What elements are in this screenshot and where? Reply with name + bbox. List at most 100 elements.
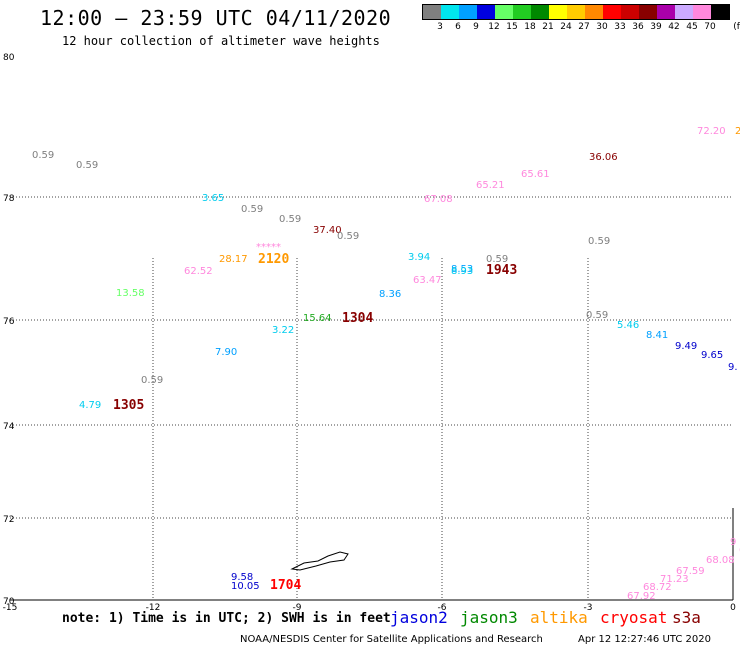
latitude-tick-label: 72 <box>3 515 14 525</box>
longitude-tick-label: -9 <box>293 603 302 613</box>
legend-swatch <box>639 5 657 19</box>
legend-tick-label: 70 <box>704 22 716 32</box>
map-subtitle: 12 hour collection of altimeter wave hei… <box>62 34 380 48</box>
wave-height-label: 13.58 <box>116 288 145 299</box>
wave-height-label: 8.36 <box>379 289 401 300</box>
legend-tick-label: 39 <box>650 22 662 32</box>
wave-height-label: 68.72 <box>643 582 672 593</box>
legend-tick-label: 12 <box>488 22 500 32</box>
wave-height-label: 67.59 <box>676 566 705 577</box>
wave-height-label: 10.05 <box>231 581 260 592</box>
legend-swatch <box>603 5 621 19</box>
map-grid <box>10 196 734 601</box>
wave-height-label: 8.41 <box>646 330 668 341</box>
latitude-tick-label: 76 <box>3 317 15 327</box>
longitude-tick-label: -3 <box>584 603 593 613</box>
wave-height-label: 0.59 <box>588 236 610 247</box>
pass-time-labels: 2120 1943 1304 1305 1704 <box>113 252 517 593</box>
wave-height-label: 67.92 <box>627 591 656 602</box>
legend-tick-label: 24 <box>560 22 572 32</box>
wave-height-label: 3.22 <box>272 325 294 336</box>
axis-ticks: 80 78 76 74 72 70-15 -12 -9 -6 -3 0 <box>3 53 736 613</box>
legend-tick-label: 45 <box>686 22 698 32</box>
pass-time-label: 1704 <box>270 578 301 593</box>
legend-tick-label: 21 <box>542 22 554 32</box>
wave-height-label: ***** <box>256 242 281 253</box>
legend-swatch <box>585 5 603 19</box>
wave-height-label: 3.94 <box>408 252 430 263</box>
wave-height-label: 36.06 <box>589 152 618 163</box>
satellite-cryosat-label: cryosat <box>600 608 668 627</box>
wave-height-label: 0.59 <box>241 204 263 215</box>
wave-height-label: 0.59 <box>586 310 608 321</box>
wave-height-label: 8.53 <box>451 264 473 275</box>
wave-height-label: 71.23 <box>660 574 689 585</box>
wave-height-label: 8.93 <box>451 266 473 277</box>
legend-tick-label: 33 <box>614 22 626 32</box>
wave-height-label: 63.47 <box>413 275 442 286</box>
longitude-tick-label: -12 <box>146 603 161 613</box>
satellite-altika-label: altika <box>530 608 588 627</box>
legend-tick-label: 42 <box>668 22 680 32</box>
legend-unit: (ft) <box>733 22 740 32</box>
wave-height-label: 2 <box>735 126 740 137</box>
longitude-tick-label: -6 <box>438 603 447 613</box>
footer-credit: NOAA/NESDIS Center for Satellite Applica… <box>240 634 543 645</box>
legend-tick-label: 9 <box>473 22 479 32</box>
legend-swatch <box>459 5 477 19</box>
longitude-tick-label: 0 <box>730 603 736 613</box>
satellite-jason3-label: jason3 <box>460 608 518 627</box>
wave-height-label: 65.61 <box>521 169 550 180</box>
wave-height-label: 28.17 <box>219 254 248 265</box>
legend-tick-label: 3 <box>437 22 443 32</box>
pass-time-label: 1304 <box>342 311 373 326</box>
wave-height-label: 9.49 <box>675 341 697 352</box>
legend-tick-label: 36 <box>632 22 644 32</box>
wave-height-label: 3.65 <box>202 193 224 204</box>
legend-swatch <box>711 5 729 19</box>
pass-time-label: 1943 <box>486 263 517 278</box>
units-note: note: 1) Time is in UTC; 2) SWH is in fe… <box>62 611 391 626</box>
wave-height-label: 9.65 <box>701 350 723 361</box>
legend-swatch <box>657 5 675 19</box>
wave-height-label: 7.90 <box>215 347 237 358</box>
wave-height-label: 0.59 <box>76 160 98 171</box>
wave-height-label: 15.64 <box>303 313 332 324</box>
wave-height-label: 67.08 <box>424 194 453 205</box>
latitude-tick-label: 78 <box>3 194 15 204</box>
latitude-tick-label: 74 <box>3 422 15 432</box>
legend-swatch <box>693 5 711 19</box>
legend-swatch <box>441 5 459 19</box>
legend-tick-label: 15 <box>506 22 518 32</box>
satellite-s3a-label: s3a <box>672 608 701 627</box>
wave-height-label: 0.59 <box>486 254 508 265</box>
footer-timestamp: Apr 12 12:27:46 UTC 2020 <box>578 634 711 645</box>
wave-height-label: 37.40 <box>313 225 342 236</box>
legend-colorbar <box>422 4 730 20</box>
wave-height-label: 9.58 <box>231 572 253 583</box>
wave-height-label: 0.59 <box>337 231 359 242</box>
wave-height-label: 72.20 <box>697 126 726 137</box>
wave-height-label: 5.46 <box>617 320 639 331</box>
wave-height-label: 0.59 <box>141 375 163 386</box>
legend-tick-label: 30 <box>596 22 608 32</box>
wave-height-label: 68.08 <box>706 555 735 566</box>
legend-swatch <box>495 5 513 19</box>
pass-time-label: 1305 <box>113 398 144 413</box>
legend-swatch <box>477 5 495 19</box>
wave-height-label: 0.59 <box>32 150 54 161</box>
wave-height-label: 9 <box>730 537 736 548</box>
jan-mayen-island <box>290 551 349 571</box>
legend-swatch <box>513 5 531 19</box>
legend-swatch <box>675 5 693 19</box>
wave-height-label: 65.21 <box>476 180 505 191</box>
legend-swatch <box>423 5 441 19</box>
latitude-tick-label: 80 <box>3 53 15 63</box>
legend-tick-label: 6 <box>455 22 461 32</box>
legend-tick-label: 27 <box>578 22 590 32</box>
longitude-tick-label: -15 <box>3 603 18 613</box>
latitude-tick-label: 70 <box>3 597 15 607</box>
